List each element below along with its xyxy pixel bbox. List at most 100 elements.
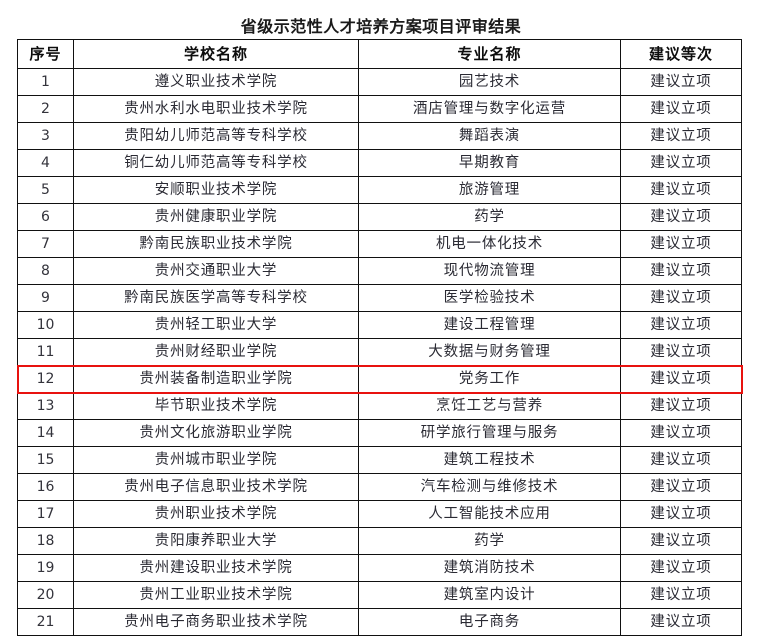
cell-no: 9 bbox=[17, 284, 74, 312]
cell-major: 大数据与财务管理 bbox=[358, 338, 621, 366]
cell-level: 建议立项 bbox=[620, 581, 742, 609]
table-header: 序号 学校名称 专业名称 建议等次 bbox=[17, 39, 742, 69]
cell-major: 早期教育 bbox=[358, 149, 621, 177]
table-row: 21 贵州电子商务职业技术学院 电子商务 建议立项 bbox=[17, 608, 742, 636]
table-header-row: 序号 学校名称 专业名称 建议等次 bbox=[17, 39, 742, 69]
page-title: 省级示范性人才培养方案项目评审结果 bbox=[240, 17, 522, 36]
cell-no: 19 bbox=[17, 554, 74, 582]
table-row: 17 贵州职业技术学院 人工智能技术应用 建议立项 bbox=[17, 500, 742, 528]
cell-no: 2 bbox=[17, 95, 74, 123]
cell-major: 建设工程管理 bbox=[358, 311, 621, 339]
cell-school: 贵州城市职业学院 bbox=[73, 446, 359, 474]
table-row-highlighted: 12 贵州装备制造职业学院 党务工作 建议立项 bbox=[17, 365, 742, 393]
cell-school: 毕节职业技术学院 bbox=[73, 392, 359, 420]
cell-no: 4 bbox=[17, 149, 74, 177]
column-header-school: 学校名称 bbox=[73, 39, 359, 69]
cell-school: 贵州电子信息职业技术学院 bbox=[73, 473, 359, 501]
cell-level: 建议立项 bbox=[620, 176, 742, 204]
cell-school: 贵州职业技术学院 bbox=[73, 500, 359, 528]
cell-no: 20 bbox=[17, 581, 74, 609]
cell-major: 建筑室内设计 bbox=[358, 581, 621, 609]
cell-level: 建议立项 bbox=[620, 527, 742, 555]
table-row: 3 贵阳幼儿师范高等专科学校 舞蹈表演 建议立项 bbox=[17, 122, 742, 150]
cell-major: 烹饪工艺与营养 bbox=[358, 392, 621, 420]
cell-school: 铜仁幼儿师范高等专科学校 bbox=[73, 149, 359, 177]
cell-level: 建议立项 bbox=[620, 257, 742, 285]
cell-no: 14 bbox=[17, 419, 74, 447]
cell-no: 7 bbox=[17, 230, 74, 258]
table-body: 1 遵义职业技术学院 园艺技术 建议立项 2 贵州水利水电职业技术学院 酒店管理与数字化运营… bbox=[17, 68, 742, 636]
cell-school: 贵州工业职业技术学院 bbox=[73, 581, 359, 609]
cell-level: 建议立项 bbox=[620, 338, 742, 366]
table-row: 1 遵义职业技术学院 园艺技术 建议立项 bbox=[17, 68, 742, 96]
cell-no: 3 bbox=[17, 122, 74, 150]
cell-school: 贵州电子商务职业技术学院 bbox=[73, 608, 359, 636]
cell-no: 21 bbox=[17, 608, 74, 636]
cell-no: 17 bbox=[17, 500, 74, 528]
cell-major: 汽车检测与维修技术 bbox=[358, 473, 621, 501]
cell-no: 15 bbox=[17, 446, 74, 474]
table-row: 6 贵州健康职业学院 药学 建议立项 bbox=[17, 203, 742, 231]
column-header-major: 专业名称 bbox=[358, 39, 621, 69]
table-row: 18 贵阳康养职业大学 药学 建议立项 bbox=[17, 527, 742, 555]
cell-major: 园艺技术 bbox=[358, 68, 621, 96]
table-row: 16 贵州电子信息职业技术学院 汽车检测与维修技术 建议立项 bbox=[17, 473, 742, 501]
results-table: 序号 学校名称 专业名称 建议等次 1 遵义职业技术学院 园艺技术 建议立项 2 贵州水利… bbox=[17, 39, 742, 636]
cell-major: 现代物流管理 bbox=[358, 257, 621, 285]
cell-major: 酒店管理与数字化运营 bbox=[358, 95, 621, 123]
cell-level: 建议立项 bbox=[620, 392, 742, 420]
results-table-container: 序号 学校名称 专业名称 建议等次 1 遵义职业技术学院 园艺技术 建议立项 2 贵州水利… bbox=[17, 39, 742, 636]
table-row: 8 贵州交通职业大学 现代物流管理 建议立项 bbox=[17, 257, 742, 285]
cell-school: 贵州交通职业大学 bbox=[73, 257, 359, 285]
cell-major: 党务工作 bbox=[358, 365, 621, 393]
table-row: 10 贵州轻工职业大学 建设工程管理 建议立项 bbox=[17, 311, 742, 339]
table-row: 2 贵州水利水电职业技术学院 酒店管理与数字化运营 建议立项 bbox=[17, 95, 742, 123]
cell-major: 机电一体化技术 bbox=[358, 230, 621, 258]
cell-level: 建议立项 bbox=[620, 446, 742, 474]
table-row: 11 贵州财经职业学院 大数据与财务管理 建议立项 bbox=[17, 338, 742, 366]
cell-school: 贵州装备制造职业学院 bbox=[73, 365, 359, 393]
cell-no: 8 bbox=[17, 257, 74, 285]
cell-major: 医学检验技术 bbox=[358, 284, 621, 312]
cell-school: 贵州轻工职业大学 bbox=[73, 311, 359, 339]
cell-major: 建筑消防技术 bbox=[358, 554, 621, 582]
cell-level: 建议立项 bbox=[620, 284, 742, 312]
cell-major: 电子商务 bbox=[358, 608, 621, 636]
cell-major: 药学 bbox=[358, 203, 621, 231]
table-row: 13 毕节职业技术学院 烹饪工艺与营养 建议立项 bbox=[17, 392, 742, 420]
cell-school: 贵州健康职业学院 bbox=[73, 203, 359, 231]
cell-no: 18 bbox=[17, 527, 74, 555]
cell-level: 建议立项 bbox=[620, 95, 742, 123]
cell-no: 13 bbox=[17, 392, 74, 420]
document-page: 省级示范性人才培养方案项目评审结果 序号 学校名称 专业名称 建议等次 1 遵义职… bbox=[16, 17, 743, 636]
cell-school: 贵阳幼儿师范高等专科学校 bbox=[73, 122, 359, 150]
cell-school: 黔南民族医学高等专科学校 bbox=[73, 284, 359, 312]
cell-school: 贵州财经职业学院 bbox=[73, 338, 359, 366]
table-row: 4 铜仁幼儿师范高等专科学校 早期教育 建议立项 bbox=[17, 149, 742, 177]
table-row: 15 贵州城市职业学院 建筑工程技术 建议立项 bbox=[17, 446, 742, 474]
cell-school: 安顺职业技术学院 bbox=[73, 176, 359, 204]
cell-major: 药学 bbox=[358, 527, 621, 555]
cell-no: 6 bbox=[17, 203, 74, 231]
cell-school: 贵州文化旅游职业学院 bbox=[73, 419, 359, 447]
cell-level: 建议立项 bbox=[620, 230, 742, 258]
cell-no: 12 bbox=[17, 365, 74, 393]
cell-level: 建议立项 bbox=[620, 68, 742, 96]
cell-level: 建议立项 bbox=[620, 203, 742, 231]
cell-no: 5 bbox=[17, 176, 74, 204]
column-header-no: 序号 bbox=[17, 39, 74, 69]
cell-major: 旅游管理 bbox=[358, 176, 621, 204]
cell-major: 舞蹈表演 bbox=[358, 122, 621, 150]
table-row: 5 安顺职业技术学院 旅游管理 建议立项 bbox=[17, 176, 742, 204]
cell-no: 16 bbox=[17, 473, 74, 501]
table-row: 14 贵州文化旅游职业学院 研学旅行管理与服务 建议立项 bbox=[17, 419, 742, 447]
table-row: 9 黔南民族医学高等专科学校 医学检验技术 建议立项 bbox=[17, 284, 742, 312]
cell-school: 贵州水利水电职业技术学院 bbox=[73, 95, 359, 123]
cell-level: 建议立项 bbox=[620, 311, 742, 339]
cell-major: 建筑工程技术 bbox=[358, 446, 621, 474]
cell-level: 建议立项 bbox=[620, 419, 742, 447]
cell-school: 贵阳康养职业大学 bbox=[73, 527, 359, 555]
cell-school: 贵州建设职业技术学院 bbox=[73, 554, 359, 582]
table-row: 7 黔南民族职业技术学院 机电一体化技术 建议立项 bbox=[17, 230, 742, 258]
cell-no: 11 bbox=[17, 338, 74, 366]
